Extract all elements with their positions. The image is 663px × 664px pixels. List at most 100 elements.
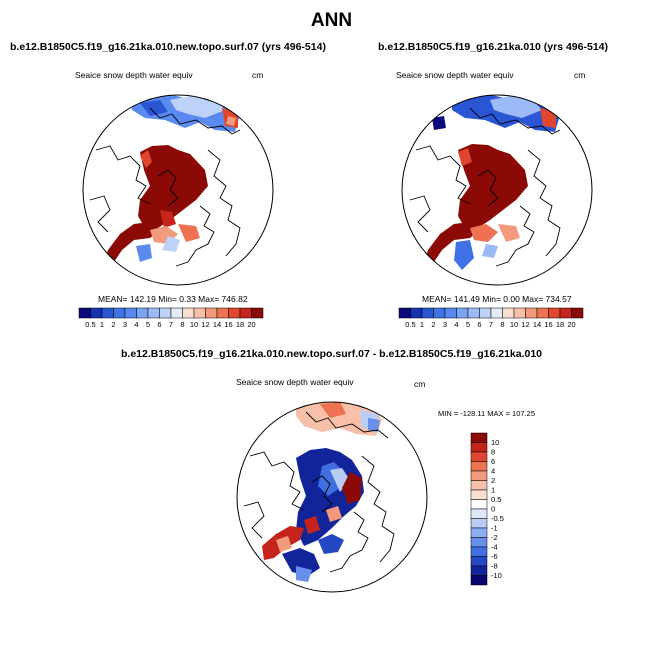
panel3-colorbar-box: [470, 470, 488, 481]
panel2-colorbar: 0.5 1 2 3 4 5 6 7 8 10 12 14 16 18 20: [398, 307, 584, 329]
panel1-coastlines: [89, 107, 241, 267]
panel1-colorbar-label: 16: [224, 320, 232, 329]
panel1-colorbar-box: [193, 307, 206, 319]
panel3-map: [236, 401, 428, 593]
panel3-colorbar-label: -6: [491, 552, 498, 561]
page-title: ANN: [310, 10, 353, 31]
panel1-colorbar-label: 8: [180, 320, 184, 329]
panel2-colorbar-label: 4: [454, 320, 458, 329]
panel2-colorbar-box: [502, 307, 515, 319]
panel3-colorbar-box: [470, 499, 488, 510]
panel2-colorbar-label: 12: [521, 320, 529, 329]
panel1-colorbar-label: 14: [213, 320, 221, 329]
panel3-colorbar-box: [470, 432, 488, 443]
panel1-colorbar-box: [216, 307, 229, 319]
panel2-coastlines: [409, 107, 561, 267]
panel3-colorbar-box: [470, 556, 488, 567]
panel2-units: cm: [574, 70, 586, 80]
panel1-colorbar-box: [228, 307, 241, 319]
panel1-colorbar-label: 7: [169, 320, 173, 329]
panel1-colorbar-box: [205, 307, 218, 319]
panel3-colorbar-box: [470, 546, 488, 557]
panel3-title: b.e12.B1850C5.f19_g16.21ka.010.new.topo.…: [121, 348, 543, 360]
panel2-colorbar-label: 3: [443, 320, 447, 329]
panel2-colorbar-box: [525, 307, 538, 319]
panel3-colorbar-box: [470, 489, 488, 500]
panel1-colorbar-box: [78, 307, 91, 319]
panel2-colorbar-label: 7: [489, 320, 493, 329]
panel3-coastlines: [243, 411, 395, 573]
panel2-title: b.e12.B1850C5.f19_g16.21ka.010 (yrs 496-…: [378, 41, 608, 53]
panel2-colorbar-box: [433, 307, 446, 319]
panel1-colorbar-label: 10: [190, 320, 198, 329]
panel3-colorbar-label: 2: [491, 476, 495, 485]
panel2-colorbar-box: [513, 307, 526, 319]
panel3-colorbar-box: [470, 451, 488, 462]
panel3-colorbar-box: [470, 461, 488, 472]
panel1-colorbar-label: 18: [236, 320, 244, 329]
panel1-colorbar-label: 0.5: [85, 320, 95, 329]
panel2-colorbar-box: [548, 307, 561, 319]
panel2-colorbar-label: 1: [420, 320, 424, 329]
panel3-field: [262, 402, 382, 582]
panel1-colorbar-label: 2: [111, 320, 115, 329]
panel1-colorbar-label: 3: [123, 320, 127, 329]
panel1-variable: Seaice snow depth water equiv: [75, 70, 193, 80]
panel1-units: cm: [252, 70, 264, 80]
panel2-colorbar-box: [571, 307, 584, 319]
panel2-colorbar-label: 6: [477, 320, 481, 329]
panel1-colorbar-box: [101, 307, 114, 319]
panel2-colorbar-box: [479, 307, 492, 319]
panel1-colorbar-label: 5: [146, 320, 150, 329]
panel1-colorbar-box: [136, 307, 149, 319]
panel3-colorbar-box: [470, 508, 488, 519]
panel1-colorbar-box: [251, 307, 264, 319]
panel2-colorbar-label: 18: [556, 320, 564, 329]
panel2-colorbar-label: 0.5: [405, 320, 415, 329]
panel2-colorbar-box: [559, 307, 572, 319]
panel1-colorbar: 0.5 1 2 3 4 5 6 7 8 10 12 14 16 18 20: [78, 307, 264, 329]
panel2-map: [401, 94, 593, 286]
panel1-colorbar-box: [182, 307, 195, 319]
panel3-colorbar-label: -8: [491, 562, 498, 571]
panel3-colorbar-box: [470, 565, 488, 576]
panel2-colorbar-box: [444, 307, 457, 319]
panel1-colorbar-label: 12: [201, 320, 209, 329]
panel3-colorbar-box: [470, 480, 488, 491]
panel3-colorbar-label: 1: [491, 486, 495, 495]
panel3-colorbar-label: 8: [491, 448, 495, 457]
panel3-colorbar-label: 10: [491, 438, 499, 447]
panel1-colorbar-box: [124, 307, 137, 319]
panel1-title: b.e12.B1850C5.f19_g16.21ka.010.new.topo.…: [10, 41, 326, 53]
panel3-colorbar-box: [470, 537, 488, 548]
panel3-variable: Seaice snow depth water equiv: [236, 377, 354, 387]
panel1-colorbar-box: [159, 307, 172, 319]
panel2-colorbar-label: 14: [533, 320, 541, 329]
panel2-stats: MEAN= 141.49 Min= 0.00 Max= 734.57: [422, 294, 572, 304]
panel2-field: [424, 95, 560, 270]
panel3-colorbar-box: [470, 518, 488, 529]
panel2-colorbar-box: [456, 307, 469, 319]
panel2-variable: Seaice snow depth water equiv: [396, 70, 514, 80]
panel3-stats: MIN = -128.11 MAX = 107.25: [438, 409, 535, 418]
panel2-colorbar-box: [398, 307, 411, 319]
panel1-map: [82, 94, 274, 286]
panel2-colorbar-label: 20: [567, 320, 575, 329]
panel3-colorbar-label: 4: [491, 467, 495, 476]
panel1-colorbar-box: [170, 307, 183, 319]
panel3-units: cm: [414, 379, 426, 389]
panel3-colorbar-label: -4: [491, 543, 498, 552]
panel3-colorbar-label: -10: [491, 571, 502, 580]
panel1-colorbar-box: [239, 307, 252, 319]
panel2-colorbar-box: [490, 307, 503, 319]
panel1-colorbar-box: [147, 307, 160, 319]
panel1-colorbar-label: 4: [134, 320, 138, 329]
panel3-colorbar-label: -0.5: [491, 514, 504, 523]
panel1-colorbar-box: [90, 307, 103, 319]
panel1-colorbar-label: 20: [247, 320, 255, 329]
panel3-colorbar-label: 0.5: [491, 495, 501, 504]
panel2-colorbar-label: 2: [431, 320, 435, 329]
panel3-colorbar-label: 0: [491, 505, 495, 514]
panel1-colorbar-box: [113, 307, 126, 319]
